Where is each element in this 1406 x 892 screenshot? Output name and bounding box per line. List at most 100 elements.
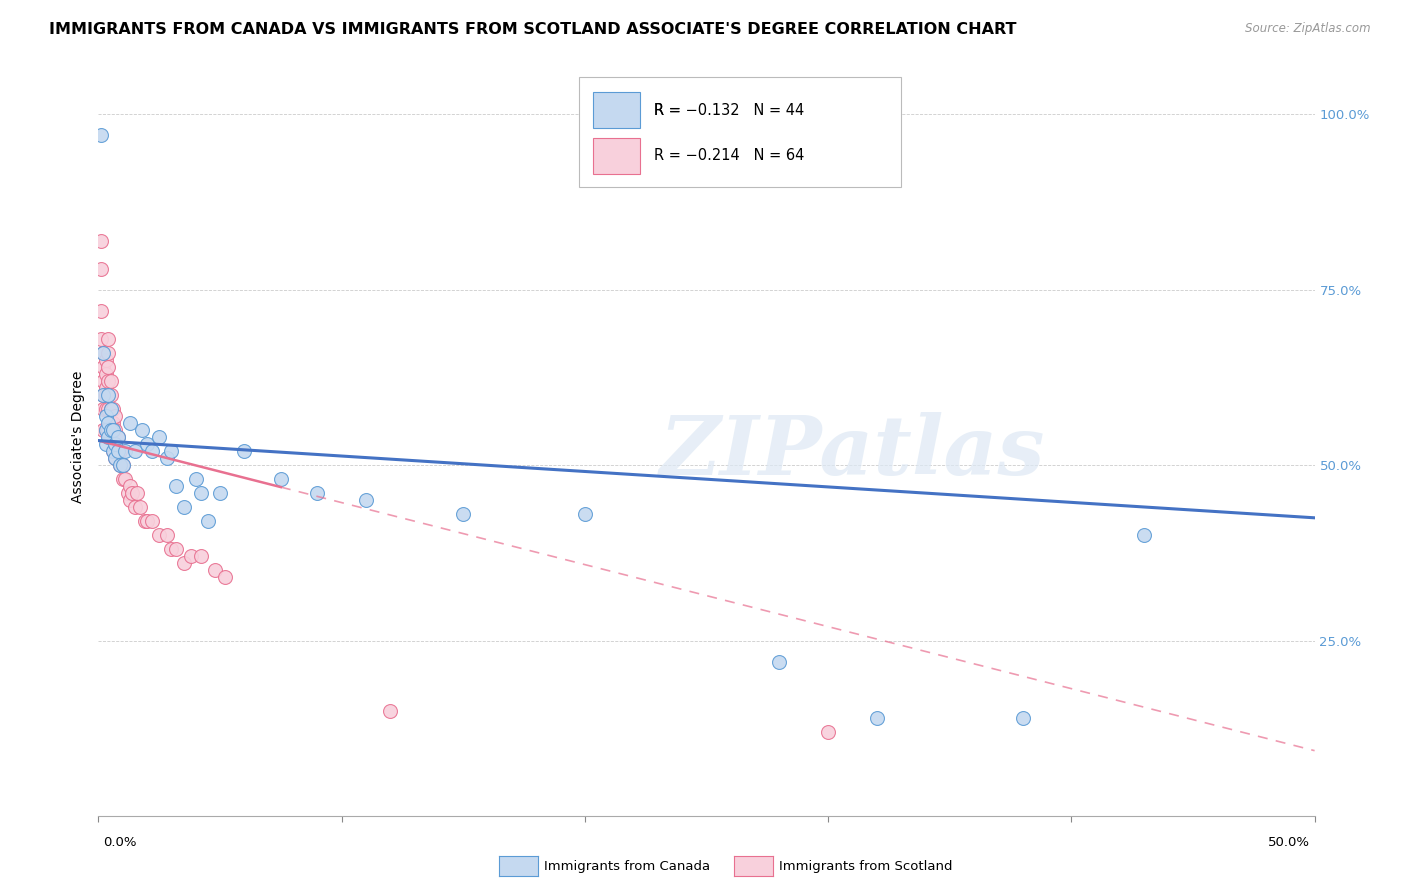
Point [866,711,889,725]
Point [91,402,114,417]
Point [270,472,292,486]
Point [131,423,153,437]
Point [190,549,212,564]
Point [90,128,112,143]
Point [100,402,122,417]
Point [209,486,232,500]
Point [91,388,114,402]
Point [107,444,129,458]
Point [104,451,127,466]
Point [90,332,112,346]
Point [453,508,475,522]
Point [124,444,146,458]
Point [1011,711,1033,725]
Text: R =: R = [654,103,686,118]
Point [101,416,124,430]
Text: 0.0%: 0.0% [103,836,136,848]
Point [307,486,329,500]
Point [101,423,124,437]
Point [104,451,127,466]
Point [97,423,120,437]
Point [114,444,136,458]
Point [94,381,117,395]
Point [134,514,156,528]
Point [127,486,149,500]
Point [97,332,120,346]
Text: Immigrants from Canada: Immigrants from Canada [544,860,710,872]
Point [100,388,122,402]
Point [101,444,124,458]
FancyBboxPatch shape [579,77,901,186]
Point [97,346,120,360]
Point [90,261,112,276]
Point [90,303,112,318]
Text: IMMIGRANTS FROM CANADA VS IMMIGRANTS FROM SCOTLAND ASSOCIATE'S DEGREE CORRELATIO: IMMIGRANTS FROM CANADA VS IMMIGRANTS FRO… [49,22,1017,37]
Point [97,416,120,430]
Point [110,458,132,472]
Point [101,402,124,417]
Point [111,472,134,486]
Point [100,430,122,444]
Point [141,444,163,458]
Point [104,437,127,451]
Point [148,528,170,542]
Point [101,444,124,458]
Point [101,423,124,437]
Point [111,458,134,472]
Point [173,557,195,571]
Point [141,514,163,528]
Point [380,704,402,718]
Point [197,514,219,528]
Point [97,388,120,402]
Point [100,402,122,417]
Point [160,542,183,557]
Text: R = −0.132   N = 44: R = −0.132 N = 44 [654,103,804,118]
Point [94,367,117,381]
Point [107,444,129,458]
Point [173,500,195,515]
Point [107,430,129,444]
Point [91,388,114,402]
FancyBboxPatch shape [593,92,640,128]
Point [100,423,122,437]
Point [768,655,790,669]
Text: ZIPatlas: ZIPatlas [659,412,1045,492]
Point [100,416,122,430]
Point [136,514,159,528]
Point [204,564,226,578]
Point [97,402,120,417]
Point [91,346,114,360]
Point [90,234,112,248]
Point [180,549,202,564]
Point [118,416,141,430]
Point [94,437,117,451]
Point [118,493,141,508]
Point [94,402,117,417]
Point [354,493,377,508]
Point [104,409,127,423]
Point [94,423,117,437]
Point [117,486,139,500]
Point [91,359,114,374]
Point [155,451,177,466]
Point [97,359,120,374]
Point [184,472,207,486]
Point [91,374,114,388]
Point [190,486,212,500]
Point [1133,528,1156,542]
Point [97,388,120,402]
Point [110,458,132,472]
Point [817,725,839,739]
Y-axis label: Associate's Degree: Associate's Degree [70,371,84,503]
Point [110,444,132,458]
Point [114,472,136,486]
Point [148,430,170,444]
Point [574,508,596,522]
Point [97,430,120,444]
Point [100,374,122,388]
Point [160,444,183,458]
Point [136,437,159,451]
Point [118,479,141,493]
Text: 50.0%: 50.0% [1268,836,1310,848]
Point [107,430,129,444]
